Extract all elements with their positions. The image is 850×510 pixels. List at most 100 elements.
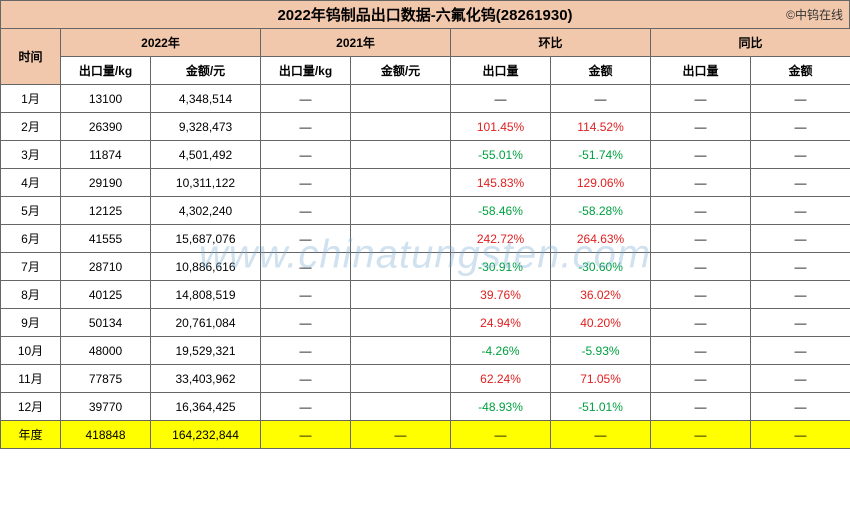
cell-sum-yoy-amt: — bbox=[751, 421, 850, 449]
cell-sum-label: 年度 bbox=[1, 421, 61, 449]
cell-mom-qty: 101.45% bbox=[451, 113, 551, 141]
cell-2022-qty: 50134 bbox=[61, 309, 151, 337]
cell-mom-amt: 264.63% bbox=[551, 225, 651, 253]
cell-sum-2022-qty: 418848 bbox=[61, 421, 151, 449]
cell-2021-amt bbox=[351, 169, 451, 197]
cell-2021-qty: — bbox=[261, 113, 351, 141]
cell-2021-amt bbox=[351, 309, 451, 337]
cell-2021-qty: — bbox=[261, 253, 351, 281]
cell-2022-amt: 4,302,240 bbox=[151, 197, 261, 225]
cell-mom-amt: — bbox=[551, 85, 651, 113]
cell-yoy-amt: — bbox=[751, 197, 850, 225]
copyright-label: ©中钨在线 bbox=[786, 6, 843, 23]
cell-month: 1月 bbox=[1, 85, 61, 113]
cell-yoy-amt: — bbox=[751, 281, 850, 309]
cell-sum-mom-amt: — bbox=[551, 421, 651, 449]
cell-month: 12月 bbox=[1, 393, 61, 421]
table-body: 1月131004,348,514—————2月263909,328,473—10… bbox=[1, 85, 850, 449]
data-table: 时间 2022年 2021年 环比 同比 出口量/kg 金额/元 出口量/kg … bbox=[0, 28, 850, 449]
table-row: 4月2919010,311,122—145.83%129.06%—— bbox=[1, 169, 850, 197]
cell-month: 2月 bbox=[1, 113, 61, 141]
cell-mom-amt: -51.01% bbox=[551, 393, 651, 421]
cell-month: 3月 bbox=[1, 141, 61, 169]
cell-2022-qty: 77875 bbox=[61, 365, 151, 393]
cell-yoy-amt: — bbox=[751, 85, 850, 113]
col-yoy: 同比 bbox=[651, 29, 850, 57]
table-row: 2月263909,328,473—101.45%114.52%—— bbox=[1, 113, 850, 141]
table-wrapper: 2022年钨制品出口数据-六氟化钨(28261930) ©中钨在线 时间 202… bbox=[0, 0, 850, 449]
cell-yoy-qty: — bbox=[651, 337, 751, 365]
summary-row: 年度418848164,232,844—————— bbox=[1, 421, 850, 449]
cell-yoy-amt: — bbox=[751, 393, 850, 421]
cell-yoy-qty: — bbox=[651, 85, 751, 113]
cell-mom-amt: 40.20% bbox=[551, 309, 651, 337]
col-2021: 2021年 bbox=[261, 29, 451, 57]
cell-month: 9月 bbox=[1, 309, 61, 337]
col-2021-amt: 金额/元 bbox=[351, 57, 451, 85]
cell-2022-amt: 4,501,492 bbox=[151, 141, 261, 169]
cell-2021-amt bbox=[351, 281, 451, 309]
cell-2021-amt bbox=[351, 197, 451, 225]
col-2022-qty: 出口量/kg bbox=[61, 57, 151, 85]
cell-mom-qty: — bbox=[451, 85, 551, 113]
table-row: 8月4012514,808,519—39.76%36.02%—— bbox=[1, 281, 850, 309]
cell-yoy-qty: — bbox=[651, 365, 751, 393]
cell-2022-amt: 10,311,122 bbox=[151, 169, 261, 197]
cell-mom-qty: -48.93% bbox=[451, 393, 551, 421]
cell-2022-qty: 12125 bbox=[61, 197, 151, 225]
cell-2021-amt bbox=[351, 113, 451, 141]
cell-month: 7月 bbox=[1, 253, 61, 281]
cell-2022-amt: 14,808,519 bbox=[151, 281, 261, 309]
col-mom-qty: 出口量 bbox=[451, 57, 551, 85]
cell-2022-qty: 11874 bbox=[61, 141, 151, 169]
cell-yoy-qty: — bbox=[651, 225, 751, 253]
cell-yoy-amt: — bbox=[751, 113, 850, 141]
cell-yoy-amt: — bbox=[751, 337, 850, 365]
table-row: 9月5013420,761,084—24.94%40.20%—— bbox=[1, 309, 850, 337]
cell-yoy-qty: — bbox=[651, 393, 751, 421]
cell-month: 10月 bbox=[1, 337, 61, 365]
table-row: 12月3977016,364,425—-48.93%-51.01%—— bbox=[1, 393, 850, 421]
cell-mom-qty: -4.26% bbox=[451, 337, 551, 365]
cell-month: 11月 bbox=[1, 365, 61, 393]
table-row: 10月4800019,529,321—-4.26%-5.93%—— bbox=[1, 337, 850, 365]
cell-2021-qty: — bbox=[261, 197, 351, 225]
cell-2022-qty: 39770 bbox=[61, 393, 151, 421]
cell-mom-qty: 145.83% bbox=[451, 169, 551, 197]
col-2022-amt: 金额/元 bbox=[151, 57, 261, 85]
table-row: 11月7787533,403,962—62.24%71.05%—— bbox=[1, 365, 850, 393]
cell-2022-amt: 16,364,425 bbox=[151, 393, 261, 421]
cell-yoy-qty: — bbox=[651, 141, 751, 169]
table-row: 6月4155515,687,076—242.72%264.63%—— bbox=[1, 225, 850, 253]
cell-sum-2021-amt: — bbox=[351, 421, 451, 449]
cell-mom-amt: 114.52% bbox=[551, 113, 651, 141]
cell-2022-qty: 40125 bbox=[61, 281, 151, 309]
table-row: 7月2871010,886,616—-30.91%-30.60%—— bbox=[1, 253, 850, 281]
cell-month: 8月 bbox=[1, 281, 61, 309]
cell-2021-qty: — bbox=[261, 309, 351, 337]
cell-mom-amt: 129.06% bbox=[551, 169, 651, 197]
cell-2022-qty: 41555 bbox=[61, 225, 151, 253]
table-row: 1月131004,348,514————— bbox=[1, 85, 850, 113]
cell-mom-qty: -58.46% bbox=[451, 197, 551, 225]
cell-month: 4月 bbox=[1, 169, 61, 197]
cell-2021-amt bbox=[351, 393, 451, 421]
cell-mom-amt: 36.02% bbox=[551, 281, 651, 309]
cell-2022-qty: 29190 bbox=[61, 169, 151, 197]
cell-sum-mom-qty: — bbox=[451, 421, 551, 449]
cell-2022-amt: 10,886,616 bbox=[151, 253, 261, 281]
cell-month: 5月 bbox=[1, 197, 61, 225]
cell-yoy-qty: — bbox=[651, 281, 751, 309]
table-row: 3月118744,501,492—-55.01%-51.74%—— bbox=[1, 141, 850, 169]
cell-2021-qty: — bbox=[261, 141, 351, 169]
cell-yoy-qty: — bbox=[651, 197, 751, 225]
cell-2022-qty: 48000 bbox=[61, 337, 151, 365]
cell-2022-qty: 28710 bbox=[61, 253, 151, 281]
cell-2021-amt bbox=[351, 225, 451, 253]
cell-2022-amt: 19,529,321 bbox=[151, 337, 261, 365]
cell-yoy-amt: — bbox=[751, 225, 850, 253]
cell-2021-amt bbox=[351, 141, 451, 169]
cell-2022-amt: 4,348,514 bbox=[151, 85, 261, 113]
cell-mom-qty: -30.91% bbox=[451, 253, 551, 281]
cell-mom-qty: 62.24% bbox=[451, 365, 551, 393]
